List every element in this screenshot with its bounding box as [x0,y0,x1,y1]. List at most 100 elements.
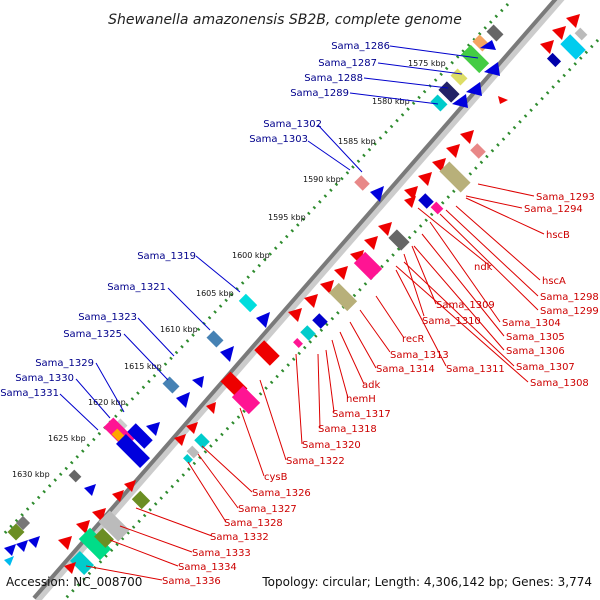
accession-text: Accession: NC_008700 [6,575,142,589]
gene-block [439,161,471,193]
gene-label: Sama_1304 [502,318,561,329]
gene-block [560,34,586,60]
gene-arrow [176,392,190,408]
kbp-label: 1630 kbp [12,470,50,479]
gene-arrow [364,236,378,250]
gene-label: Sama_1299 [540,306,599,317]
kbp-label: 1600 kbp [232,251,270,260]
gene-arrow [174,434,186,446]
gene-block [231,385,261,415]
forward-tick-line [0,2,510,538]
gene-label: Sama_1302 [263,119,322,130]
gene-block [430,201,444,215]
gene-arrow [4,556,14,566]
reverse-strand-features [58,14,588,576]
kbp-label: 1590 kbp [303,175,341,184]
gene-label: hemH [346,394,376,405]
gene-arrow [220,346,234,362]
gene-label: Sama_1288 [304,73,363,84]
gene-label: Sama_1323 [78,312,137,323]
gene-label: Sama_1287 [318,58,377,69]
gene-label: Sama_1303 [249,134,308,145]
gene-arrow [146,422,160,436]
gene-label: Sama_1293 [536,192,595,203]
kbp-label: 1595 kbp [268,213,306,222]
gene-block [254,340,280,366]
gene-label: Sama_1307 [516,362,575,373]
gene-block [438,81,460,103]
gene-block [574,27,588,41]
gene-block [293,338,303,348]
gene-block [94,528,114,548]
gene-block [418,193,434,209]
gene-block [430,94,448,112]
gene-label: Sama_1313 [390,350,449,361]
genome-summary: Topology: circular; Length: 4,306,142 bp… [261,575,592,589]
gene-block [69,550,95,576]
gene-arrow [64,562,76,574]
kbp-label: 1575 kbp [408,59,446,68]
kbp-label: 1610 kbp [160,325,198,334]
forward-strand-features [4,24,504,566]
gene-block [116,434,150,468]
gene-block [15,515,31,531]
gene-label: Sama_1331 [0,388,59,399]
reverse-labels: Sama_1293 Sama_1294 hscB ndk hscA Sama_1… [85,183,599,587]
gene-arrow [552,26,566,40]
gene-block [162,376,180,394]
gene-label: Sama_1326 [252,488,311,499]
gene-arrow [256,312,270,328]
gene-label: Sama_1330 [15,373,74,384]
gene-block [388,229,410,251]
gene-arrow [418,172,432,186]
gene-arrow [378,222,392,236]
gene-label: Sama_1308 [530,378,589,389]
gene-label: recR [402,334,425,345]
kbp-label: 1615 kbp [124,362,162,371]
gene-label: Sama_1322 [286,456,345,467]
gene-arrow [4,544,16,556]
gene-arrow [186,422,198,434]
gene-label: Sama_1294 [524,204,583,215]
gene-label: hscB [546,230,570,241]
gene-label: Sama_1333 [192,548,251,559]
gene-block [238,293,258,313]
gene-arrow [404,196,416,208]
gene-arrow [192,376,204,388]
gene-label: Sama_1314 [376,364,435,375]
gene-arrow [480,40,496,50]
gene-label: Sama_1327 [238,504,297,515]
kbp-label: 1625 kbp [48,434,86,443]
gene-block [194,433,210,449]
gene-label: Sama_1318 [318,424,377,435]
gene-block [460,44,490,74]
gene-label: hscA [542,276,566,287]
gene-label: Sama_1305 [506,332,565,343]
gene-label: Sama_1310 [422,316,481,327]
gene-arrow [452,94,468,108]
gene-block [328,282,358,312]
gene-arrow [288,308,302,322]
kbp-label: 1580 kbp [372,97,410,106]
gene-label: Sama_1286 [331,41,390,52]
gene-block [131,490,151,510]
backbone [32,0,558,600]
gene-block [206,330,224,348]
gene-arrow [566,14,580,28]
gene-block [300,325,316,341]
gene-label: Sama_1329 [35,358,94,369]
gene-label: Sama_1321 [107,282,166,293]
gene-block [546,52,562,68]
gene-block [450,68,468,86]
gene-arrow [540,40,554,54]
gene-label: Sama_1298 [540,292,599,303]
gene-arrow [112,490,124,502]
gene-label: Sama_1309 [436,300,495,311]
gene-arrow [320,280,334,294]
gene-label: Sama_1289 [290,88,349,99]
gene-arrow [58,536,72,550]
kbp-label: 1585 kbp [338,137,376,146]
forward-labels: Sama_1286 Sama_1287 Sama_1288 Sama_1289 … [0,41,479,431]
gene-block [353,251,383,281]
gene-label: ndk [474,262,493,273]
